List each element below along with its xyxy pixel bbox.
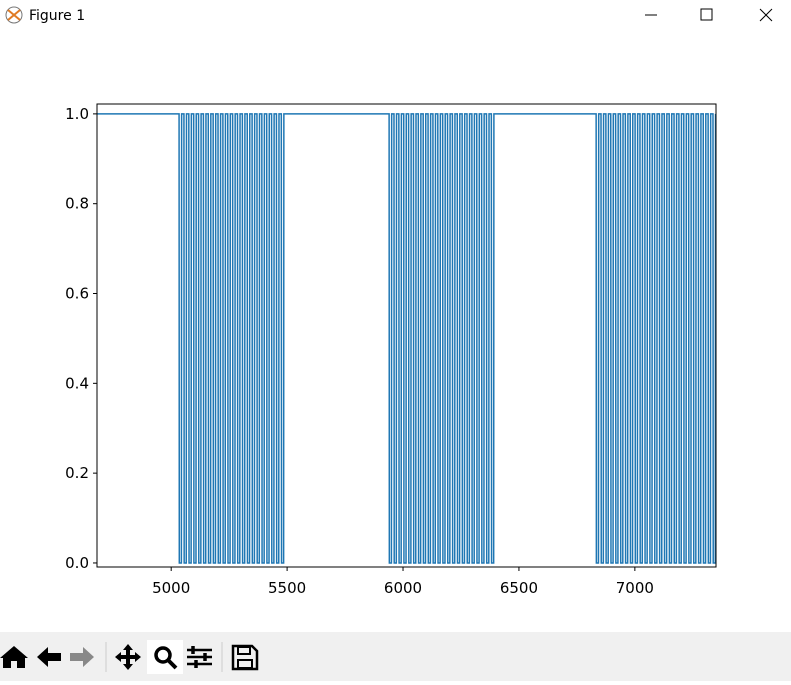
configure-button[interactable] bbox=[187, 648, 212, 666]
x-tick-label: 7000 bbox=[616, 579, 654, 597]
save-icon-part bbox=[237, 646, 251, 655]
title-bar: Figure 1 bbox=[5, 6, 773, 24]
x-tick-label: 6000 bbox=[384, 579, 422, 597]
y-tick-label: 0.8 bbox=[65, 195, 89, 213]
toolbar bbox=[0, 632, 791, 681]
y-tick-label: 0.4 bbox=[65, 374, 89, 392]
plot-area: 0.0 0.2 0.4 0.6 0.8 1.0 5000 5500 6000 6500 7000 bbox=[65, 103, 717, 597]
data-line bbox=[97, 113, 716, 564]
x-tick-label: 5500 bbox=[268, 579, 306, 597]
y-tick-label: 0.6 bbox=[65, 285, 89, 303]
y-tick-label: 0.2 bbox=[65, 464, 89, 482]
close-button[interactable] bbox=[759, 8, 773, 22]
zoom-handle bbox=[166, 658, 178, 670]
zoom-button[interactable] bbox=[154, 646, 172, 664]
home-button[interactable] bbox=[0, 646, 28, 668]
configure-sliders bbox=[191, 646, 207, 668]
axes-frame bbox=[96, 103, 717, 568]
maximize-button[interactable] bbox=[700, 8, 713, 21]
zoom-active bbox=[147, 640, 183, 674]
window-title: Figure 1 bbox=[29, 8, 85, 24]
pan-button[interactable] bbox=[115, 644, 141, 670]
app-icon-mark bbox=[7, 9, 21, 21]
y-tick-label: 0.0 bbox=[65, 554, 89, 572]
back-button[interactable] bbox=[37, 647, 61, 667]
forward-button[interactable] bbox=[70, 647, 94, 667]
save-icon-part bbox=[237, 659, 253, 669]
y-tick-label: 1.0 bbox=[65, 105, 89, 123]
x-tick-label: 6500 bbox=[500, 579, 538, 597]
x-tick-label: 5000 bbox=[152, 579, 190, 597]
